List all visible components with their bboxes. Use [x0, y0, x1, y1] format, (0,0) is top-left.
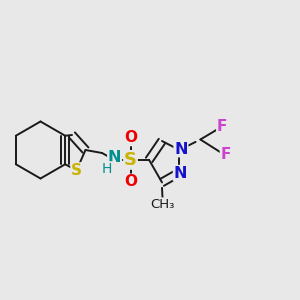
Text: N: N [173, 166, 187, 181]
Text: N: N [174, 142, 188, 157]
Text: O: O [124, 130, 137, 146]
Text: S: S [124, 151, 137, 169]
Text: F: F [220, 147, 231, 162]
Text: S: S [71, 163, 82, 178]
Text: F: F [217, 119, 227, 134]
Text: N: N [108, 150, 122, 165]
Text: O: O [124, 174, 137, 189]
Text: H: H [102, 162, 112, 176]
Text: CH₃: CH₃ [150, 198, 175, 211]
